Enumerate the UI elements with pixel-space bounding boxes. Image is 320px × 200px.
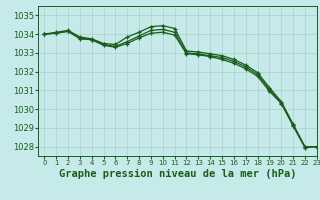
X-axis label: Graphe pression niveau de la mer (hPa): Graphe pression niveau de la mer (hPa)	[59, 169, 296, 179]
